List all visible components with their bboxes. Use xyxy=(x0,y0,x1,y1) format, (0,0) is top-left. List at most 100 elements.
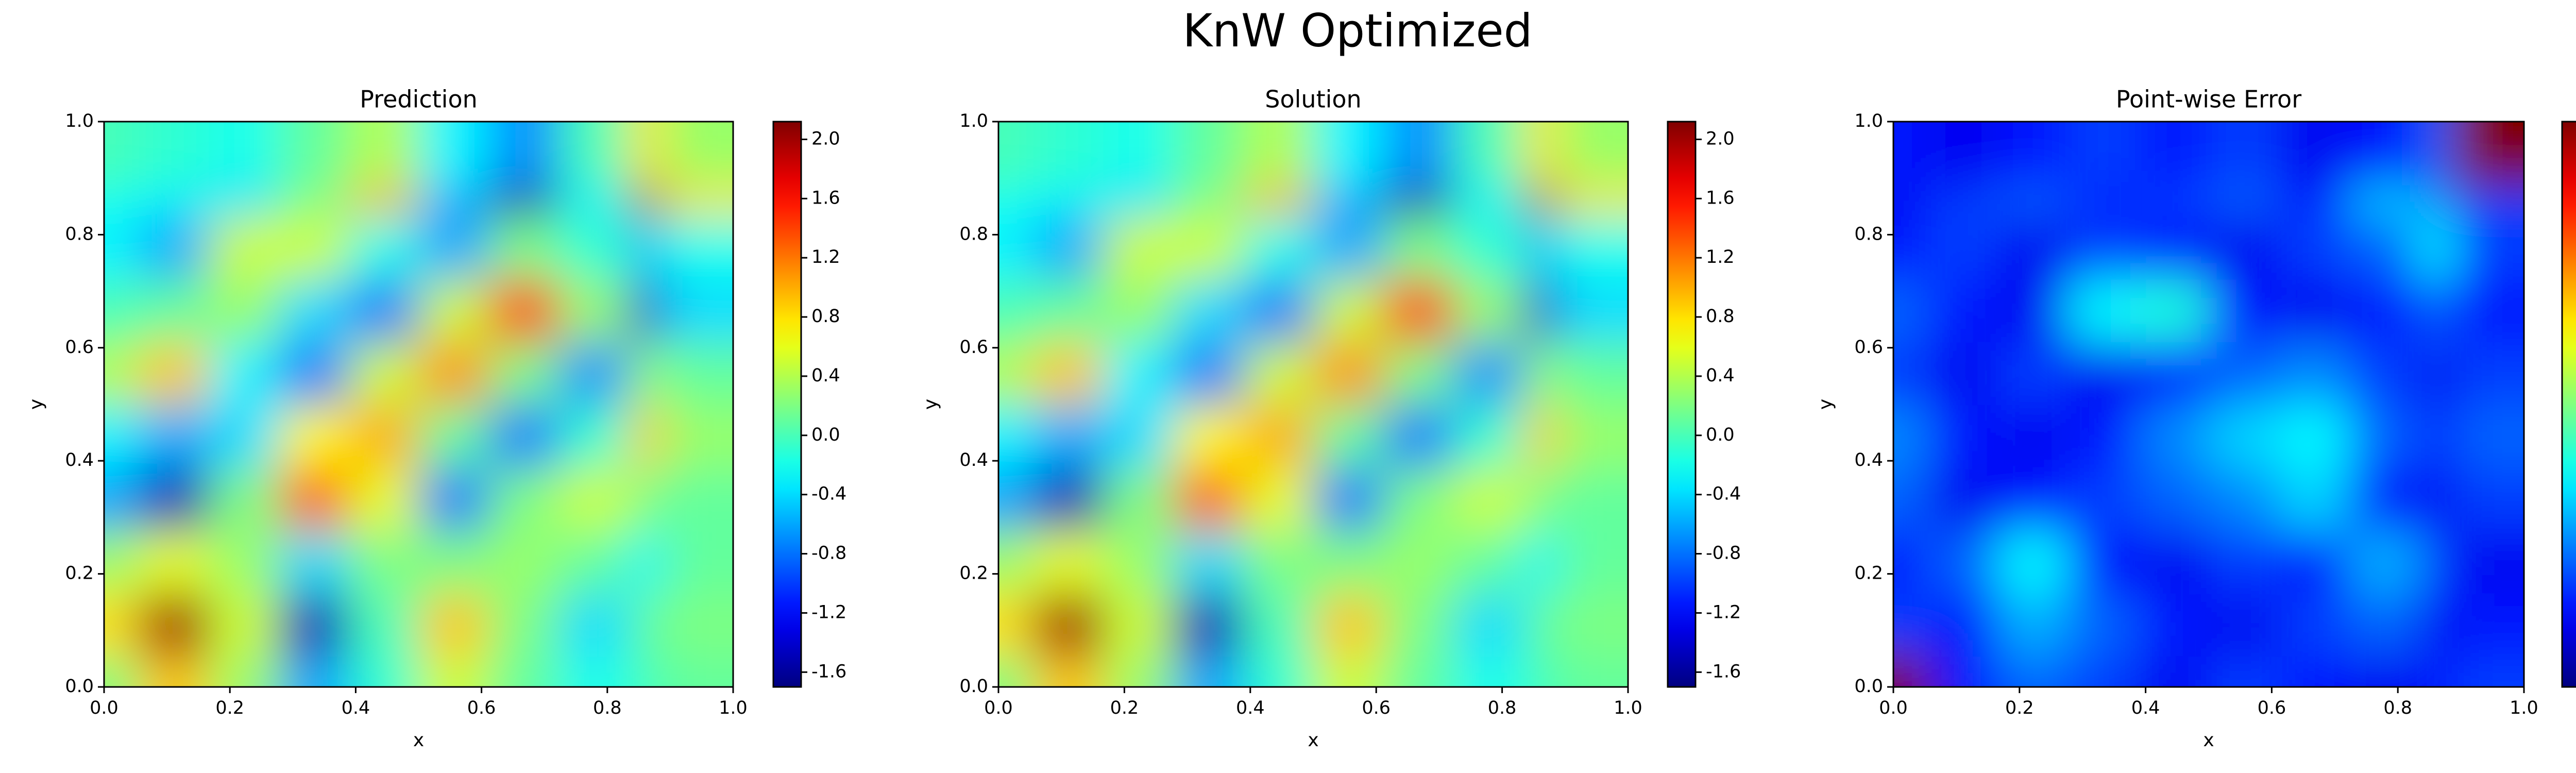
heat-cell xyxy=(348,404,420,469)
heat-cell xyxy=(2454,404,2524,469)
heat-cell xyxy=(1928,278,1999,343)
heat-cell xyxy=(1453,341,1524,406)
heat-cell xyxy=(1998,341,2070,406)
heat-cell xyxy=(663,278,733,343)
heat-cell xyxy=(1313,122,1385,186)
heatmap-cells xyxy=(998,122,1628,687)
x-axis-label: x xyxy=(2203,730,2214,751)
figure-title: KnW Optimized xyxy=(1183,4,1533,57)
panel-title: Solution xyxy=(1265,86,1361,113)
heat-cell xyxy=(1928,215,1999,280)
colorbar-tick-label: -1.2 xyxy=(811,602,846,623)
heat-cell xyxy=(1558,278,1628,343)
heat-cell xyxy=(2209,530,2280,594)
heat-cell xyxy=(2138,122,2210,186)
heat-cell xyxy=(348,593,420,657)
heat-cell xyxy=(1558,215,1628,280)
heat-cell xyxy=(1383,341,1454,406)
colorbar-tick-label: 2.0 xyxy=(1706,128,1735,149)
x-tick-label: 0.4 xyxy=(2131,698,2160,718)
heat-cell xyxy=(139,122,210,186)
heat-cell xyxy=(1453,404,1524,469)
heat-cell xyxy=(418,341,490,406)
colorbar-tick-label: -1.2 xyxy=(1706,602,1741,623)
heat-cell xyxy=(1243,278,1314,343)
heat-cell xyxy=(1033,278,1105,343)
y-tick-label: 0.4 xyxy=(1854,450,1883,470)
heat-cell xyxy=(1453,593,1524,657)
heat-cell xyxy=(2138,404,2210,469)
y-axis-label: y xyxy=(920,399,941,410)
heat-cell xyxy=(1928,530,1999,594)
heat-cell xyxy=(418,593,490,657)
colorbar-tick-label: 0.0 xyxy=(1706,425,1735,445)
heat-cell xyxy=(1928,467,1999,531)
heat-cell xyxy=(418,404,490,469)
heat-cell xyxy=(418,530,490,594)
heat-cell xyxy=(2209,122,2280,186)
colorbar xyxy=(2561,121,2576,688)
heat-cell xyxy=(1103,341,1175,406)
heat-cell xyxy=(2068,341,2140,406)
heat-cell xyxy=(558,278,630,343)
heat-cell xyxy=(1033,530,1105,594)
y-tick-label: 1.0 xyxy=(1854,111,1883,131)
colorbar-tick-label: 0.0 xyxy=(811,425,840,445)
x-tick-label: 0.0 xyxy=(90,698,118,718)
heat-cell xyxy=(1313,215,1385,280)
heat-cell xyxy=(2454,530,2524,594)
heat-cell xyxy=(2068,278,2140,343)
heat-cell xyxy=(1998,530,2070,594)
heat-cell xyxy=(2138,467,2210,531)
colorbar-tick-label: -0.8 xyxy=(1706,543,1741,564)
y-tick-label: 0.0 xyxy=(65,676,94,697)
heat-cell xyxy=(1103,278,1175,343)
heat-cell xyxy=(418,215,490,280)
heat-cell xyxy=(1928,404,1999,469)
heat-cell xyxy=(558,530,630,594)
heat-cell xyxy=(348,341,420,406)
heat-cell xyxy=(2454,593,2524,657)
y-tick-label: 0.6 xyxy=(1854,337,1883,358)
x-tick-label: 0.8 xyxy=(2383,698,2412,718)
heatmap xyxy=(104,122,733,687)
heat-cell xyxy=(488,467,560,531)
heat-cell xyxy=(209,530,280,594)
y-tick-label: 0.6 xyxy=(65,337,94,358)
heat-cell xyxy=(209,341,280,406)
heatmap xyxy=(1893,122,2524,687)
heat-cell xyxy=(1383,122,1454,186)
heat-cell xyxy=(488,278,560,343)
heat-cell xyxy=(1033,467,1105,531)
plot-frame xyxy=(997,121,1629,688)
heat-cell xyxy=(1173,341,1244,406)
x-tick-label: 0.4 xyxy=(1236,698,1265,718)
heat-cell xyxy=(1173,530,1244,594)
x-axis-label: x xyxy=(1308,730,1318,751)
x-tick-label: 0.6 xyxy=(467,698,496,718)
heat-cell xyxy=(1453,215,1524,280)
y-tick-label: 1.0 xyxy=(959,111,988,131)
heat-cell xyxy=(2068,593,2140,657)
heat-cell xyxy=(1313,467,1385,531)
x-tick-label: 1.0 xyxy=(719,698,748,718)
heat-cell xyxy=(558,467,630,531)
x-tick-label: 0.4 xyxy=(342,698,370,718)
colorbar xyxy=(1667,121,1697,688)
heat-cell xyxy=(2279,593,2350,657)
heat-cell xyxy=(558,122,630,186)
colorbar-tick-label: 1.6 xyxy=(1706,188,1735,208)
heat-cell xyxy=(278,278,350,343)
x-tick-label: 1.0 xyxy=(2510,698,2538,718)
heat-cell xyxy=(278,404,350,469)
heat-cell xyxy=(1998,404,2070,469)
colorbar-tick-label: 0.4 xyxy=(811,365,840,386)
heat-cell xyxy=(1173,278,1244,343)
heat-cell xyxy=(663,341,733,406)
heat-cell xyxy=(1033,122,1105,186)
heat-cell xyxy=(1383,467,1454,531)
heat-cell xyxy=(1383,593,1454,657)
colorbar-tick-label: -0.8 xyxy=(811,543,846,564)
y-tick-label: 0.0 xyxy=(959,676,988,697)
